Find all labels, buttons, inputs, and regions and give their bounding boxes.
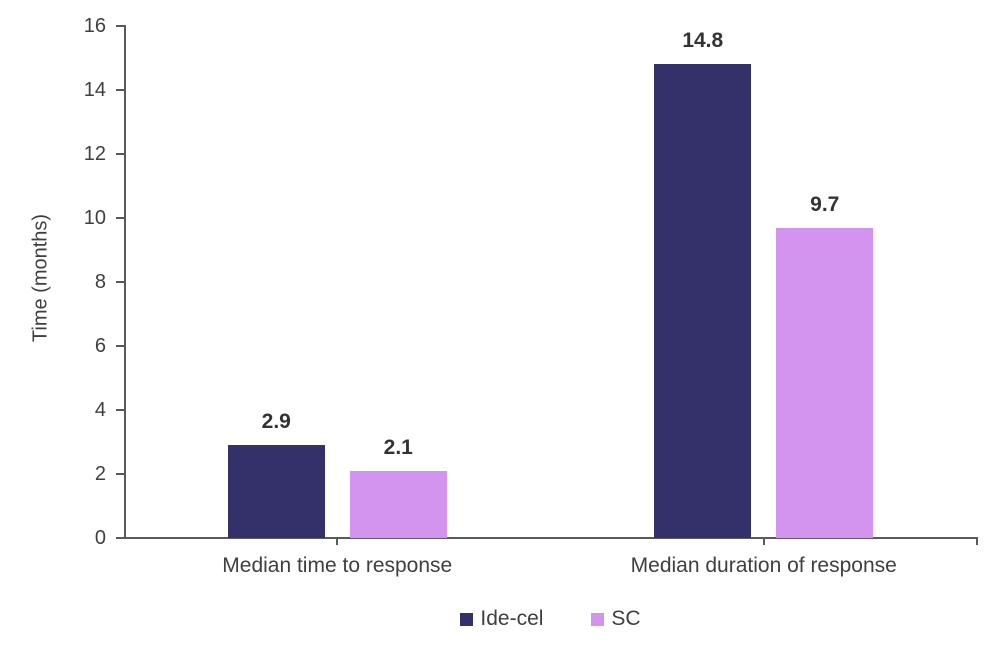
- y-tick: [116, 217, 124, 219]
- bar-value-label: 9.7: [810, 192, 840, 216]
- x-tick: [336, 538, 339, 545]
- y-axis-line: [124, 25, 126, 539]
- bar-sc-median-duration-of-response: [776, 227, 874, 538]
- legend-swatch-ide-cel-icon: [460, 612, 474, 626]
- legend-item-sc: SC: [591, 607, 641, 631]
- y-tick-label: 8: [94, 271, 106, 293]
- y-tick-label: 2: [94, 463, 106, 485]
- x-category-label: Median duration of response: [630, 554, 897, 577]
- y-tick: [116, 345, 124, 347]
- y-tick: [116, 153, 124, 155]
- y-tick-label: 14: [83, 79, 106, 101]
- x-category-label: Median time to response: [222, 554, 453, 577]
- y-tick: [116, 409, 124, 411]
- y-tick-label: 4: [94, 399, 106, 421]
- x-axis-end-tick: [976, 539, 978, 545]
- bar-value-label: 14.8: [682, 29, 724, 53]
- y-tick-label: 0: [94, 527, 106, 549]
- x-axis-line: [124, 537, 978, 539]
- y-tick: [116, 537, 124, 539]
- bar-ide-cel-median-duration-of-response: [654, 64, 752, 538]
- legend-swatch-sc-icon: [591, 612, 605, 626]
- legend-label-ide-cel: Ide-cel: [480, 607, 544, 630]
- y-tick: [116, 25, 124, 27]
- x-tick: [762, 538, 765, 545]
- y-tick: [116, 281, 124, 283]
- y-tick-label: 12: [83, 143, 106, 165]
- y-tick-label: 10: [83, 207, 106, 229]
- bar-value-label: 2.1: [383, 435, 413, 459]
- y-tick-label: 6: [94, 335, 106, 357]
- y-tick: [116, 89, 124, 91]
- bar-sc-median-time-to-response: [349, 470, 447, 538]
- y-tick-label: 16: [83, 15, 106, 37]
- legend: Ide-cel SC: [124, 605, 977, 633]
- y-tick: [116, 473, 124, 475]
- bar-value-label: 2.9: [261, 410, 291, 434]
- legend-item-ide-cel: Ide-cel: [460, 607, 543, 631]
- legend-label-sc: SC: [611, 607, 641, 630]
- bar-ide-cel-median-time-to-response: [227, 445, 325, 538]
